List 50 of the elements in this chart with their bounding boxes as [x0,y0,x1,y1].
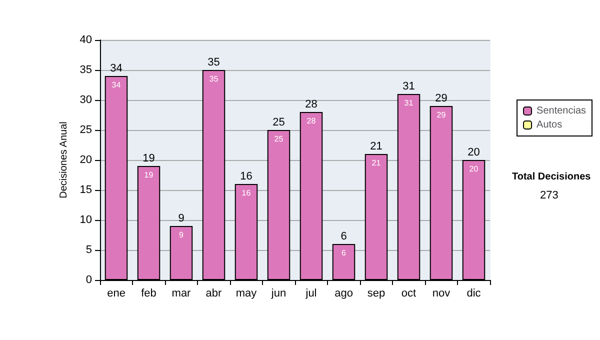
text: Total Decisiones [512,172,592,182]
x-tick-label: sep [367,288,386,300]
y-tick-label: 25 [80,124,92,136]
data-label: 16 [242,188,252,198]
data-label: 31 [404,98,414,108]
legend-label: Autos [536,120,562,130]
y-tick-label: 5 [86,244,92,256]
total-label: 25 [272,116,285,128]
data-label: 35 [209,74,219,84]
y-tick-label: 40 [80,34,92,46]
x-tick-label: nov [432,288,451,300]
total-label: 29 [435,92,448,104]
x-tick-label: abr [206,288,222,300]
x-tick-label: feb [141,288,156,300]
y-tick-label: 35 [80,64,92,76]
x-tick-label: may [236,288,258,300]
data-label: 29 [436,110,446,120]
x-tick-label: jul [304,288,317,300]
total-label: 35 [208,56,220,68]
data-label: 19 [144,170,154,180]
x-tick-label: mar [172,288,192,300]
total-label: 20 [468,146,480,158]
x-tick-label: dic [466,288,482,300]
total-label: 28 [305,98,318,110]
y-tick-label: 0 [86,274,92,286]
data-label: 9 [179,230,184,240]
total-label: 19 [142,152,155,164]
y-axis-title: Decisiones Anual [58,122,70,198]
y-tick-label: 10 [80,214,92,226]
legend-label: Sentencias [536,106,586,116]
x-tick-label: oct [401,288,416,300]
data-label: 20 [469,164,479,174]
total-label: 9 [178,212,184,224]
x-tick-label: ago [334,288,353,300]
total-label: 6 [340,230,347,242]
data-label: 25 [274,134,284,144]
data-label: 28 [306,116,316,126]
data-label: 6 [342,248,347,258]
x-tick-label: jun [270,288,286,300]
x-tick-label: ene [107,288,126,300]
y-tick-label: 30 [80,94,92,106]
total-label: 16 [240,170,252,182]
text: 273 [540,190,558,202]
y-tick-label: 15 [80,184,92,196]
total-label: 31 [402,80,415,92]
data-label: 21 [372,158,382,168]
total-label: 34 [110,62,122,74]
total-label: 21 [370,140,382,152]
y-tick-label: 20 [80,154,92,166]
data-label: 34 [112,80,122,90]
